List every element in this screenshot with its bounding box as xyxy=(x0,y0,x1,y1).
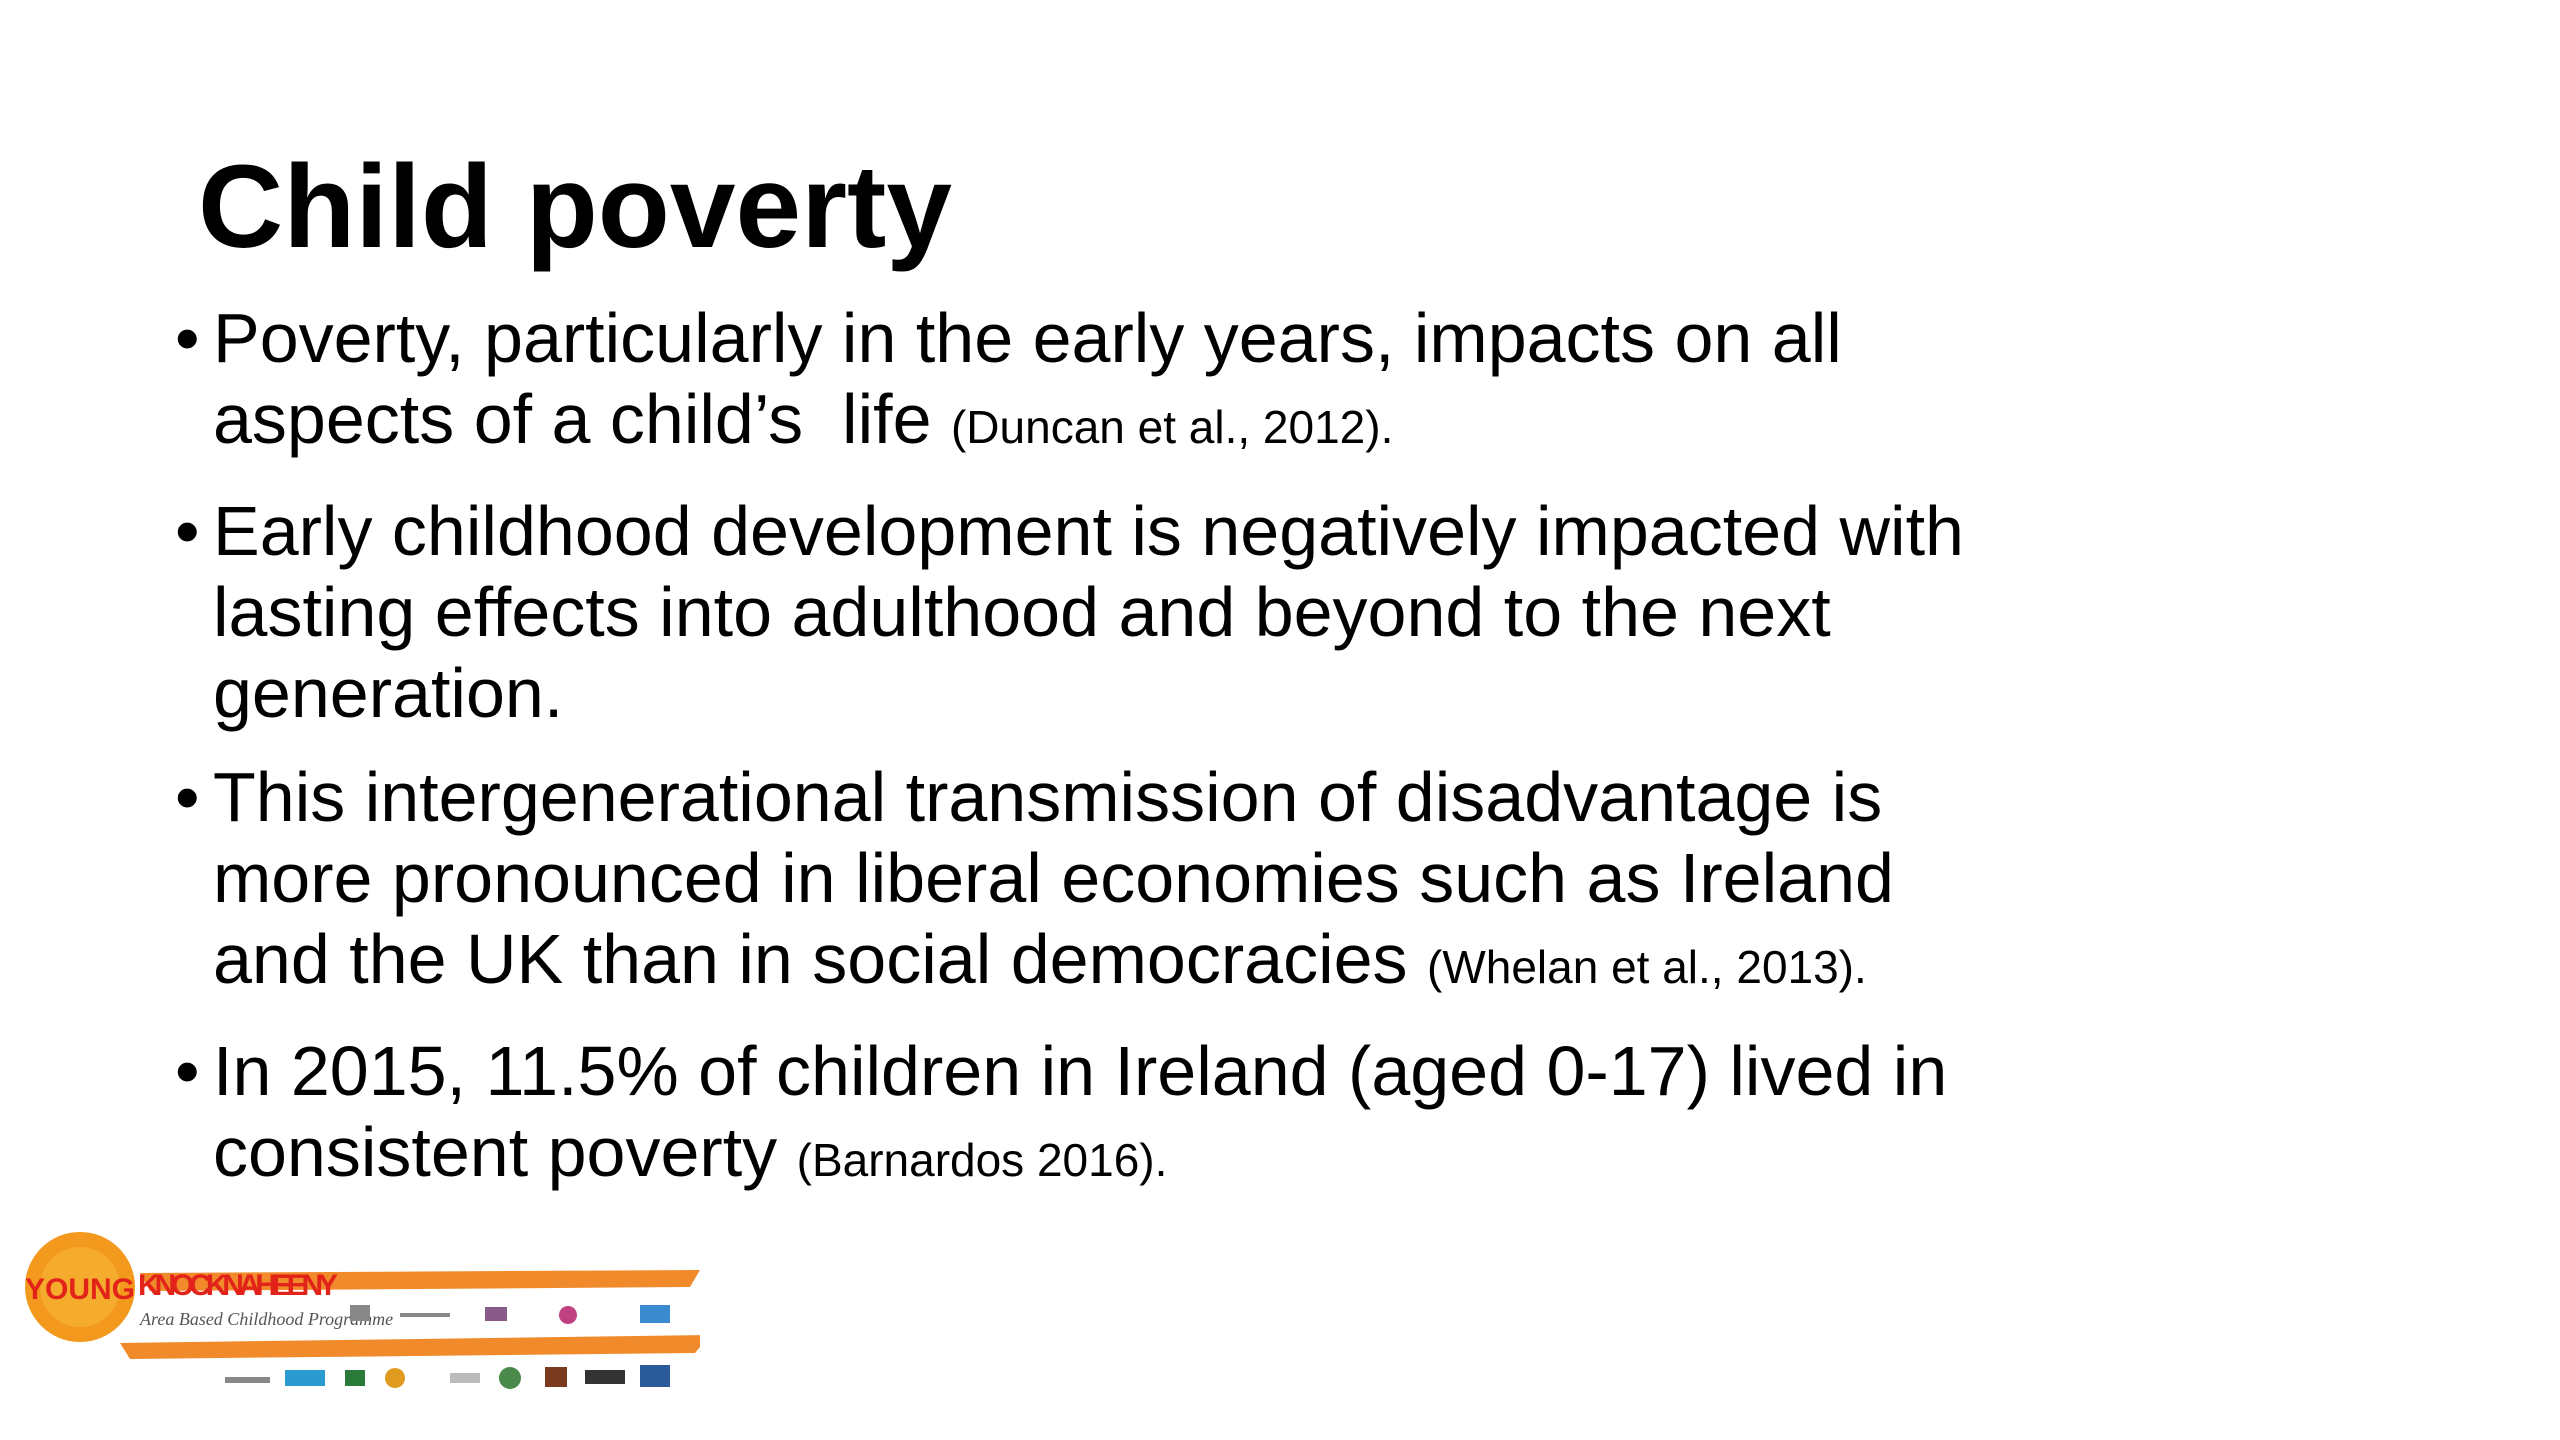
partner-logo xyxy=(545,1367,567,1387)
logo: YOUNG KNOCKNAHEENY Area Based Childhood … xyxy=(25,1232,700,1389)
bullet-line: aspects of a child’s life (Duncan et al.… xyxy=(213,379,2475,468)
citation: (Duncan et al., 2012). xyxy=(950,401,1394,453)
partner-logo xyxy=(350,1305,370,1321)
brush-stroke xyxy=(120,1335,700,1359)
bullet-line: This intergenerational transmission of d… xyxy=(213,757,2475,838)
bullet-item: • Early childhood development is negative… xyxy=(175,491,2475,734)
bullet-line: Early childhood development is negativel… xyxy=(213,491,2475,572)
logo-circle-inner xyxy=(40,1247,120,1327)
bullet-text: consistent poverty xyxy=(213,1113,778,1191)
bullet-marker: • xyxy=(175,299,200,377)
partner-logo xyxy=(559,1306,577,1324)
bullet-text: This intergenerational transmission of d… xyxy=(213,758,1883,836)
bullet-marker: • xyxy=(175,1032,200,1110)
bullet-item: • Poverty, particularly in the early year… xyxy=(175,298,2475,468)
bullet-line: lasting effects into adulthood and beyon… xyxy=(213,572,2475,653)
partner-logo xyxy=(499,1367,521,1389)
partner-logo xyxy=(345,1370,365,1386)
partner-logo xyxy=(640,1305,670,1323)
bullet-line: and the UK than in social democracies (W… xyxy=(213,919,2475,1008)
partner-logo xyxy=(225,1377,270,1383)
partner-logo xyxy=(385,1368,405,1388)
logo-name: KNOCKNAHEENY xyxy=(138,1269,338,1302)
bullet-text: aspects of a child’s life xyxy=(213,380,932,458)
logo-tagline: Area Based Childhood Programme xyxy=(139,1309,393,1329)
partner-logo xyxy=(285,1370,325,1386)
partner-logo xyxy=(485,1307,507,1321)
partner-logos xyxy=(225,1305,670,1389)
bullet-line: Poverty, particularly in the early years… xyxy=(213,298,2475,379)
partner-logo xyxy=(585,1370,625,1384)
brush-stroke xyxy=(140,1270,700,1291)
partner-logo xyxy=(400,1313,450,1317)
bullet-item: • In 2015, 11.5% of children in Ireland (… xyxy=(175,1031,2475,1201)
bullet-line: consistent poverty (Barnardos 2016). xyxy=(213,1112,2475,1201)
bullet-text: Early childhood development is negativel… xyxy=(213,492,1964,570)
bullet-line: more pronounced in liberal economies suc… xyxy=(213,838,2475,919)
citation: (Barnardos 2016). xyxy=(796,1134,1168,1186)
bullet-text: and the UK than in social democracies xyxy=(213,920,1408,998)
partner-logo xyxy=(640,1365,670,1387)
partner-logo xyxy=(450,1373,480,1383)
bullet-text: lasting effects into adulthood and beyon… xyxy=(213,573,1831,651)
bullet-marker: • xyxy=(175,758,200,836)
logo-young: YOUNG xyxy=(25,1273,135,1306)
citation: (Whelan et al., 2013). xyxy=(1427,941,1867,993)
bullet-text: In 2015, 11.5% of children in Ireland (a… xyxy=(213,1032,1948,1110)
bullet-line: generation. xyxy=(213,653,2475,734)
bullet-list: • Poverty, particularly in the early year… xyxy=(175,298,2475,1224)
bullet-text: more pronounced in liberal economies suc… xyxy=(213,839,1894,917)
bullet-marker: • xyxy=(175,492,200,570)
slide-title: Child poverty xyxy=(198,141,952,273)
bullet-item: • This intergenerational transmission of … xyxy=(175,757,2475,1008)
bullet-line: In 2015, 11.5% of children in Ireland (a… xyxy=(213,1031,2475,1112)
bullet-text: generation. xyxy=(213,654,564,732)
bullet-text: Poverty, particularly in the early years… xyxy=(213,299,1842,377)
